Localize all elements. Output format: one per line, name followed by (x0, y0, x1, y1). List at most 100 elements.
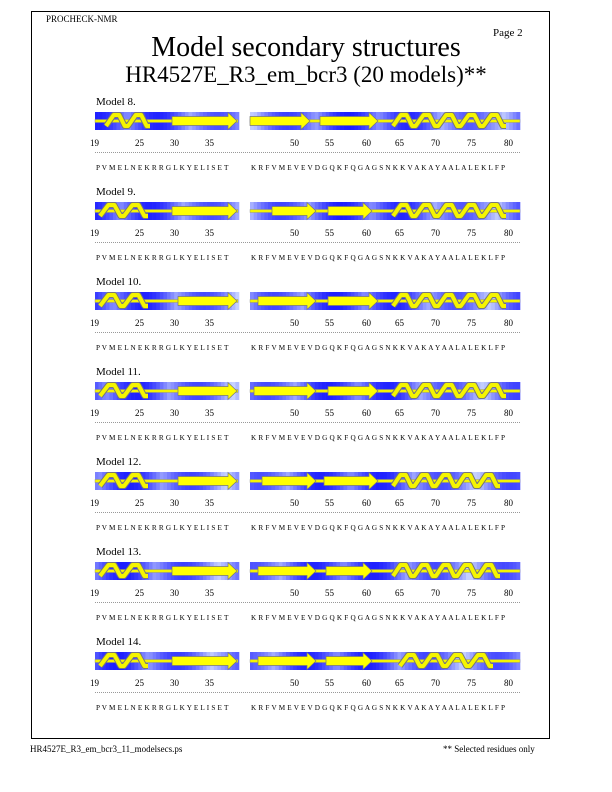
strand-arrow (325, 651, 373, 671)
sequence-segment-2: K R F V M E V E V D G Q K F Q G A G S N … (251, 254, 506, 262)
model-label: Model 11. (96, 366, 141, 378)
helix-glyph (104, 113, 150, 128)
footer-note: ** Selected residues only (443, 744, 535, 754)
residue-number: 30 (170, 498, 179, 508)
residue-number: 65 (395, 228, 404, 238)
residue-number: 60 (362, 588, 371, 598)
coil-line (94, 569, 239, 573)
axis-line (95, 152, 520, 153)
helix-glyph (391, 203, 506, 218)
residue-number: 70 (431, 588, 440, 598)
residue-number: 75 (467, 498, 476, 508)
helix-glyph (391, 563, 500, 578)
residue-number: 30 (170, 678, 179, 688)
residue-number: 55 (325, 678, 334, 688)
strand-arrow (253, 381, 317, 401)
sequence-segment-2: K R F V M E V E V D G Q K F Q G A G S N … (251, 164, 506, 172)
residue-number: 50 (290, 228, 299, 238)
residue-number: 55 (325, 498, 334, 508)
model-label: Model 9. (96, 186, 136, 198)
model-label: Model 14. (96, 636, 142, 648)
sequence-segment-2: K R F V M E V E V D G Q K F Q G A G S N … (251, 614, 506, 622)
coil-line (249, 659, 521, 663)
residue-number: 80 (504, 138, 513, 148)
residue-number: 35 (205, 498, 214, 508)
residue-number: 19 (90, 138, 99, 148)
coil-line (94, 659, 239, 663)
residue-number: 25 (135, 228, 144, 238)
helix-glyph (98, 563, 148, 578)
residue-number: 80 (504, 228, 513, 238)
page-frame (31, 11, 550, 739)
residue-number: 50 (290, 588, 299, 598)
helix-glyph (98, 203, 148, 218)
residue-number: 30 (170, 228, 179, 238)
strand-arrow (327, 201, 373, 221)
residue-number: 55 (325, 318, 334, 328)
sequence-segment-2: K R F V M E V E V D G Q K F Q G A G S N … (251, 344, 506, 352)
strand-arrow (249, 111, 311, 131)
residue-number: 55 (325, 588, 334, 598)
footer-filename: HR4527E_R3_em_bcr3_11_modelsecs.ps (30, 744, 183, 754)
page-title: Model secondary structures (151, 32, 461, 63)
sequence-segment-1: P V M E L N E K R R G L K Y E L I S E T (96, 254, 229, 262)
strand-arrow (171, 561, 238, 581)
residue-number: 25 (135, 408, 144, 418)
coil-line (249, 299, 521, 303)
residue-number: 65 (395, 498, 404, 508)
residue-number: 65 (395, 588, 404, 598)
residue-number: 55 (325, 408, 334, 418)
residue-number: 65 (395, 138, 404, 148)
sequence-segment-1: P V M E L N E K R R G L K Y E L I S E T (96, 344, 229, 352)
sequence-segment-1: P V M E L N E K R R G L K Y E L I S E T (96, 164, 229, 172)
helix-glyph (391, 383, 506, 398)
sequence-segment-1: P V M E L N E K R R G L K Y E L I S E T (96, 434, 229, 442)
residue-number: 50 (290, 318, 299, 328)
sequence-segment-2: K R F V M E V E V D G Q K F Q G A G S N … (251, 434, 506, 442)
residue-number: 70 (431, 678, 440, 688)
residue-number: 30 (170, 318, 179, 328)
residue-number: 75 (467, 318, 476, 328)
page-number: Page 2 (493, 27, 523, 39)
strand-arrow (323, 471, 379, 491)
helix-glyph (98, 293, 148, 308)
residue-number: 75 (467, 138, 476, 148)
strand-arrow (261, 471, 317, 491)
strand-arrow (177, 291, 238, 311)
residue-number: 19 (90, 678, 99, 688)
residue-number: 25 (135, 498, 144, 508)
residue-number: 19 (90, 228, 99, 238)
residue-number: 70 (431, 228, 440, 238)
helix-glyph (98, 383, 148, 398)
residue-number: 35 (205, 678, 214, 688)
residue-number: 60 (362, 228, 371, 238)
residue-number: 30 (170, 588, 179, 598)
residue-number: 60 (362, 318, 371, 328)
residue-number: 80 (504, 498, 513, 508)
residue-number: 70 (431, 138, 440, 148)
strand-arrow (271, 201, 317, 221)
strand-arrow (327, 291, 379, 311)
axis-line (95, 242, 520, 243)
strand-arrow (327, 381, 379, 401)
strand-arrow (177, 471, 238, 491)
residue-number: 19 (90, 318, 99, 328)
residue-number: 50 (290, 138, 299, 148)
axis-line (95, 422, 520, 423)
sequence-segment-1: P V M E L N E K R R G L K Y E L I S E T (96, 524, 229, 532)
residue-number: 35 (205, 228, 214, 238)
strand-arrow (257, 651, 317, 671)
strand-arrow (171, 111, 238, 131)
sequence-segment-1: P V M E L N E K R R G L K Y E L I S E T (96, 614, 229, 622)
residue-number: 80 (504, 588, 513, 598)
residue-number: 30 (170, 408, 179, 418)
sequence-segment-2: K R F V M E V E V D G Q K F Q G A G S N … (251, 704, 506, 712)
strand-arrow (319, 111, 379, 131)
residue-number: 75 (467, 408, 476, 418)
residue-number: 35 (205, 318, 214, 328)
strand-arrow (257, 561, 317, 581)
